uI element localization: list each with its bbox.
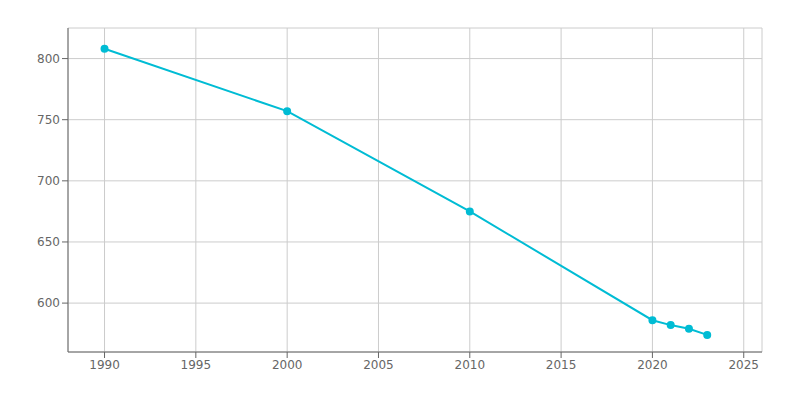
svg-text:650: 650: [37, 235, 60, 249]
svg-text:1995: 1995: [181, 358, 212, 372]
svg-text:2010: 2010: [455, 358, 486, 372]
svg-text:2020: 2020: [637, 358, 668, 372]
svg-text:700: 700: [37, 174, 60, 188]
svg-text:2000: 2000: [272, 358, 303, 372]
svg-text:600: 600: [37, 296, 60, 310]
svg-text:2005: 2005: [363, 358, 394, 372]
svg-text:2015: 2015: [546, 358, 577, 372]
svg-text:1990: 1990: [89, 358, 120, 372]
svg-text:750: 750: [37, 113, 60, 127]
svg-text:800: 800: [37, 52, 60, 66]
svg-text:2025: 2025: [728, 358, 759, 372]
